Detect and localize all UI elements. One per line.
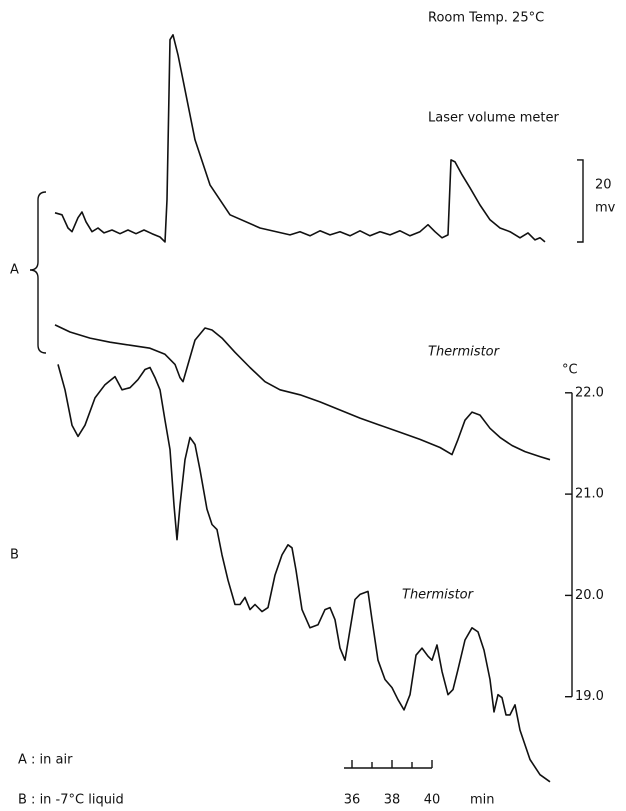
- legend-text: B : in -7°C liquid: [18, 793, 124, 808]
- y-axis-label: °C: [562, 363, 578, 378]
- series-label: Thermistor: [428, 345, 501, 360]
- series-label: Thermistor: [402, 588, 475, 603]
- legend-text: A : in air: [18, 753, 73, 768]
- trace: [57, 364, 551, 783]
- x-tick-label: 40: [424, 793, 441, 808]
- x-axis-label: min: [470, 793, 495, 808]
- scale-bar-label: 20: [595, 178, 612, 193]
- group-bracket: [29, 191, 47, 354]
- chart-title: Room Temp. 25°C: [428, 11, 544, 26]
- x-tick-label: 38: [384, 793, 401, 808]
- y-tick-label: 21.0: [575, 487, 604, 502]
- group-label: A: [10, 263, 19, 278]
- y-tick-label: 20.0: [575, 588, 604, 603]
- y2-axis-label: mv: [595, 201, 616, 216]
- x-tick-label: 36: [344, 793, 361, 808]
- y-tick-label: 22.0: [575, 385, 604, 400]
- group-label: B: [10, 548, 19, 563]
- trace: [54, 324, 551, 461]
- trace: [54, 34, 546, 243]
- scale-bar: [577, 159, 584, 243]
- y-tick-label: 19.0: [575, 689, 604, 704]
- series-label: Laser volume meter: [428, 111, 560, 126]
